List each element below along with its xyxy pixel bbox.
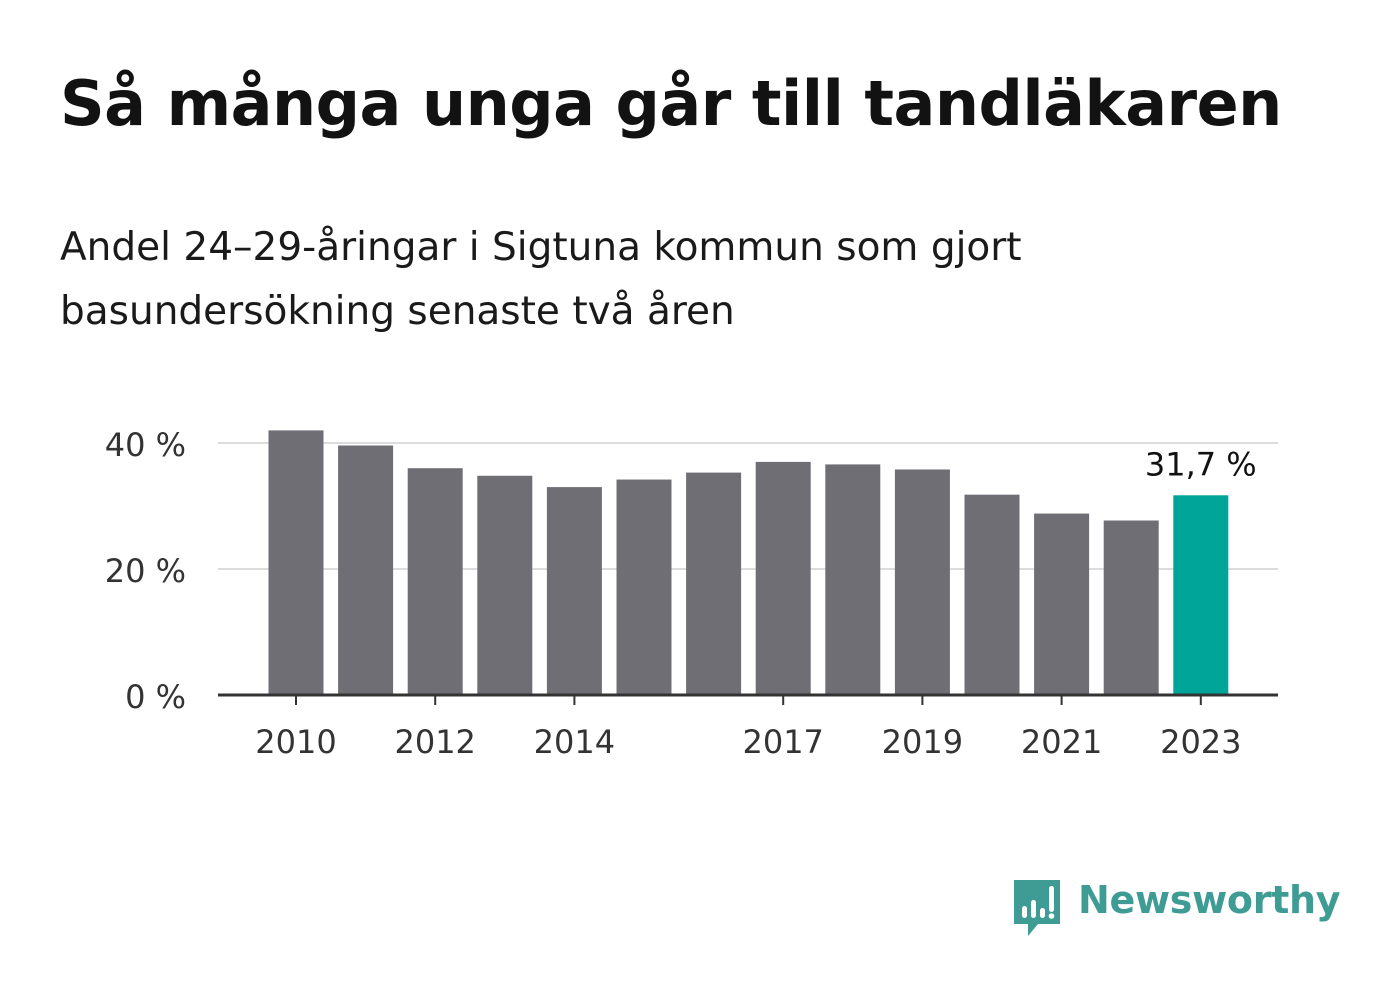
bar-2023 [1173,495,1229,695]
bar-2022 [1103,520,1159,695]
brand-name: Newsworthy [1078,878,1341,922]
chart-subtitle: Andel 24–29-åringar i Sigtuna kommun som… [60,225,1022,334]
x-tick-label: 2017 [742,723,823,761]
x-tick-label: 2012 [394,723,475,761]
chart-title: Så många unga går till tandläkaren [60,67,1282,140]
bar-2012 [407,468,463,695]
bar-chart: 0 % 20 % 40 % 31,7 % 2010 2012 2014 2017 2019 202… [105,426,1278,761]
bar-2021 [1034,513,1090,695]
x-tick-label: 2014 [534,723,615,761]
y-tick-label: 40 % [105,426,186,464]
newsworthy-brand[interactable]: Newsworthy [1010,876,1341,942]
bar-2010 [268,430,324,695]
y-tick-label: 20 % [105,552,186,590]
bar-2019 [894,469,950,695]
bar-2016 [686,472,742,695]
x-tick-label: 2010 [255,723,336,761]
bar-2011 [338,445,394,695]
x-tick-label: 2023 [1160,723,1241,761]
y-tick-label: 0 % [125,678,186,716]
bar-2020 [964,494,1020,695]
x-tick-label: 2021 [1021,723,1102,761]
data-label: 31,7 % [1145,445,1257,483]
x-tick-label: 2019 [882,723,963,761]
bar-2015 [616,479,672,695]
bar-2013 [477,475,533,695]
bar-2014 [546,487,602,695]
bar-2017 [755,461,811,695]
newsworthy-logo-icon [1014,880,1060,936]
bar-2018 [825,464,881,695]
